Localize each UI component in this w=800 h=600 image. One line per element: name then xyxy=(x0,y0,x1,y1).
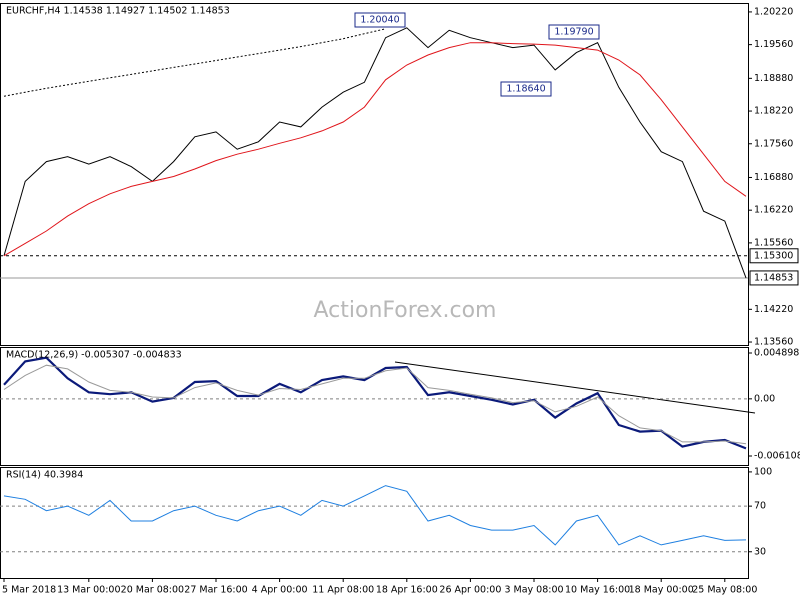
x-tick-label: 26 Apr 00:00 xyxy=(439,585,501,596)
x-tick-label: 4 Apr 00:00 xyxy=(252,585,308,596)
x-tick-label: 11 Apr 08:00 xyxy=(312,585,374,596)
trend-line xyxy=(394,361,756,414)
annotation: 1.19790 xyxy=(554,27,593,38)
x-tick-label: 10 May 16:00 xyxy=(565,585,630,596)
panel-frame xyxy=(0,467,749,579)
series-line xyxy=(3,27,747,279)
annotation: 1.18640 xyxy=(506,84,545,95)
price-label-box xyxy=(749,248,799,264)
y-tick-label: 1.19560 xyxy=(754,39,793,50)
x-tick-label: 20 Mar 08:00 xyxy=(121,585,184,596)
x-tick-label: 27 Mar 16:00 xyxy=(184,585,247,596)
price-label-box xyxy=(749,270,799,286)
y-tick-label: 1.20220 xyxy=(754,6,793,17)
y-tick-label: 1.18880 xyxy=(754,73,793,84)
y-tick-label: 1.16220 xyxy=(754,205,793,216)
panel-frame xyxy=(0,3,749,346)
price-label: 1.14853 xyxy=(754,272,793,283)
y-tick-label: 100 xyxy=(754,466,772,477)
y-tick-label: 30 xyxy=(754,546,766,557)
panel-title: RSI(14) 40.3984 xyxy=(6,470,83,481)
watermark: ActionForex.com xyxy=(314,298,497,323)
series-line xyxy=(3,42,747,257)
price-label: 1.15300 xyxy=(754,250,793,261)
series-line xyxy=(3,364,747,445)
y-tick-label: 0.00 xyxy=(754,393,775,404)
y-tick-label: 1.18220 xyxy=(754,106,793,117)
y-tick-label: 1.16880 xyxy=(754,172,793,183)
series-line xyxy=(3,28,386,97)
y-tick-label: -0.006108 xyxy=(754,450,800,461)
annotation: 1.20040 xyxy=(360,15,399,26)
annotation-box xyxy=(500,81,552,97)
y-tick-label: 70 xyxy=(754,501,766,512)
y-tick-label: 1.13560 xyxy=(754,337,793,348)
x-tick-label: 13 Mar 00:00 xyxy=(57,585,120,596)
annotation-box xyxy=(354,12,406,28)
y-tick-label: 1.17560 xyxy=(754,138,793,149)
series-line xyxy=(3,485,747,546)
x-tick-label: 18 May 00:00 xyxy=(629,585,694,596)
x-tick-label: 25 May 08:00 xyxy=(692,585,757,596)
y-tick-label: 1.14220 xyxy=(754,304,793,315)
y-tick-label: 1.15560 xyxy=(754,237,793,248)
annotation-box xyxy=(548,24,600,40)
panel-title: EURCHF,H4 1.14538 1.14927 1.14502 1.1485… xyxy=(6,6,230,17)
x-tick-label: 18 Apr 16:00 xyxy=(376,585,438,596)
x-tick-label: 3 May 08:00 xyxy=(504,585,563,596)
x-tick-label: 5 Mar 2018 xyxy=(2,585,56,596)
y-tick-label: 0.004898 xyxy=(754,348,799,359)
panel-frame xyxy=(0,347,749,466)
panel-title: MACD(12,26,9) -0.005307 -0.004833 xyxy=(6,350,182,361)
